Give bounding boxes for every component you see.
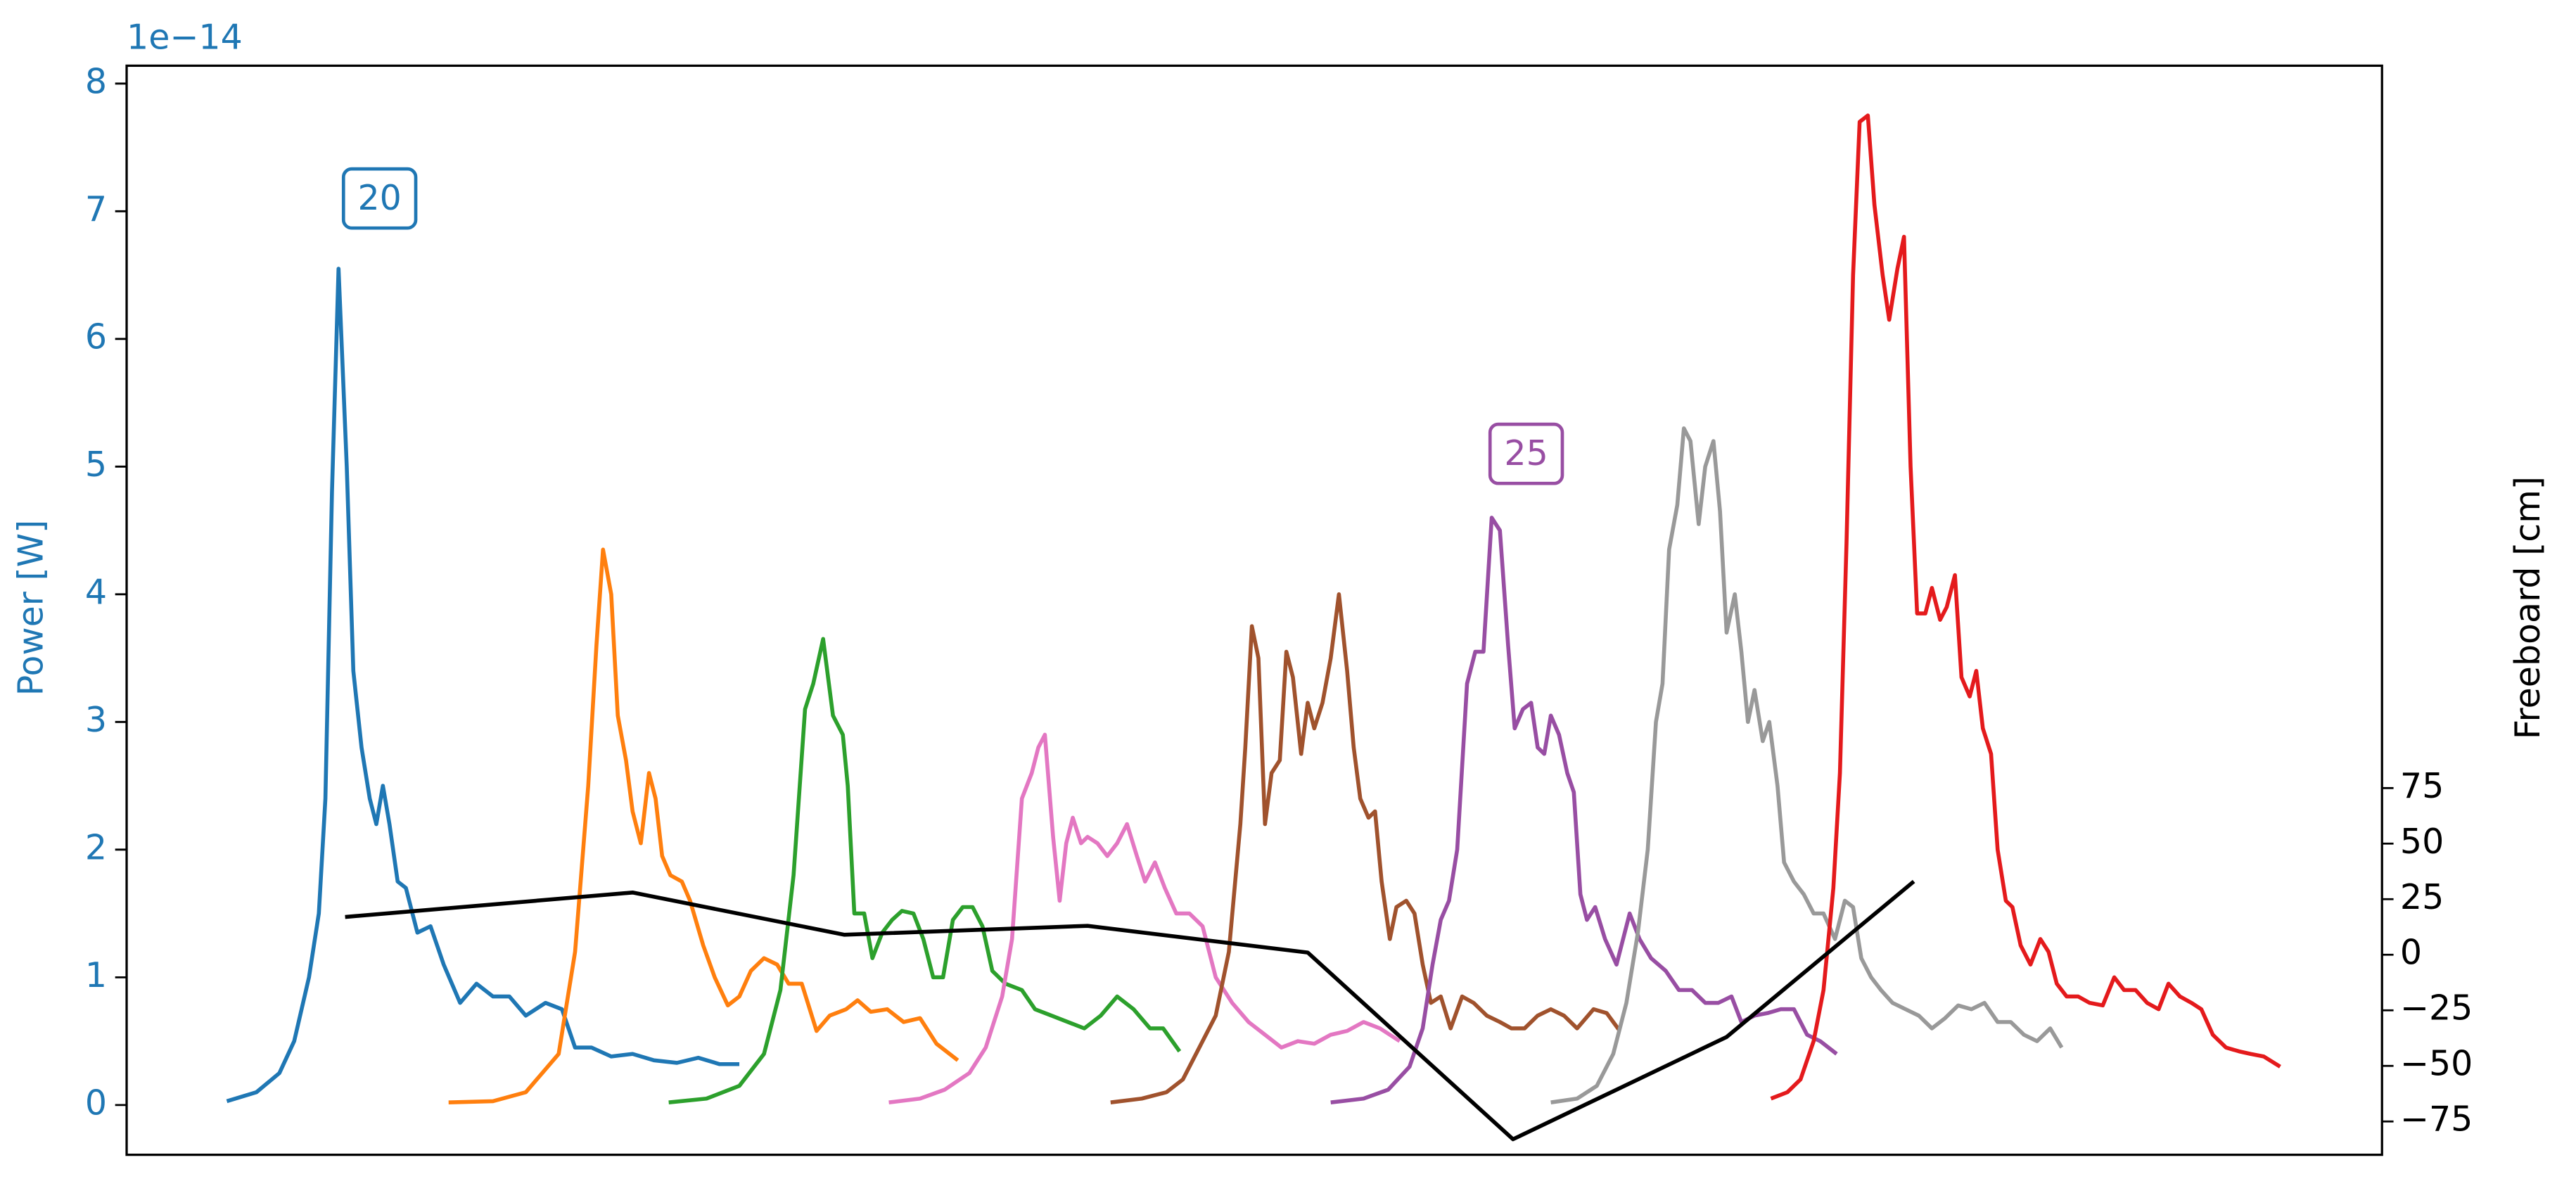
annotation: 20: [357, 177, 401, 218]
y2-tick-label: 0: [2400, 932, 2422, 973]
y2-tick-label: −75: [2400, 1099, 2473, 1140]
annotation: 25: [1504, 433, 1548, 473]
series-line: [345, 879, 1915, 1142]
y-offset-label: 1e−14: [127, 17, 243, 58]
y2-tick-label: 25: [2400, 876, 2444, 917]
y-tick-label: 5: [85, 444, 107, 485]
series-line: [668, 637, 1182, 1104]
y2-tick-label: −25: [2400, 988, 2473, 1028]
y-tick-label: 1: [85, 955, 107, 995]
y2-axis-label: Freeboard [cm]: [2507, 476, 2548, 739]
series-line: [1550, 426, 2064, 1104]
y-tick-label: 0: [85, 1082, 107, 1123]
y2-tick-label: 75: [2400, 765, 2444, 806]
y-tick-label: 4: [85, 571, 107, 612]
y-tick-label: 2: [85, 827, 107, 867]
series-line: [226, 267, 740, 1104]
y-tick-label: 7: [85, 189, 107, 229]
y-tick-label: 6: [85, 316, 107, 357]
plot-frame: [125, 64, 2383, 1156]
annotation-box: [341, 167, 418, 230]
y2-tick-label: −50: [2400, 1043, 2473, 1084]
series-line: [888, 732, 1401, 1104]
series-line: [1110, 592, 1621, 1104]
y-tick-label: 3: [85, 699, 107, 740]
series-line: [448, 547, 959, 1105]
series-line: [1330, 516, 1838, 1104]
y2-tick-label: 50: [2400, 821, 2444, 862]
y-tick-label: 8: [85, 60, 107, 101]
series-line: [1770, 113, 2281, 1101]
annotation-box: [1488, 422, 1564, 485]
y-axis-label: Power [W]: [10, 520, 51, 696]
